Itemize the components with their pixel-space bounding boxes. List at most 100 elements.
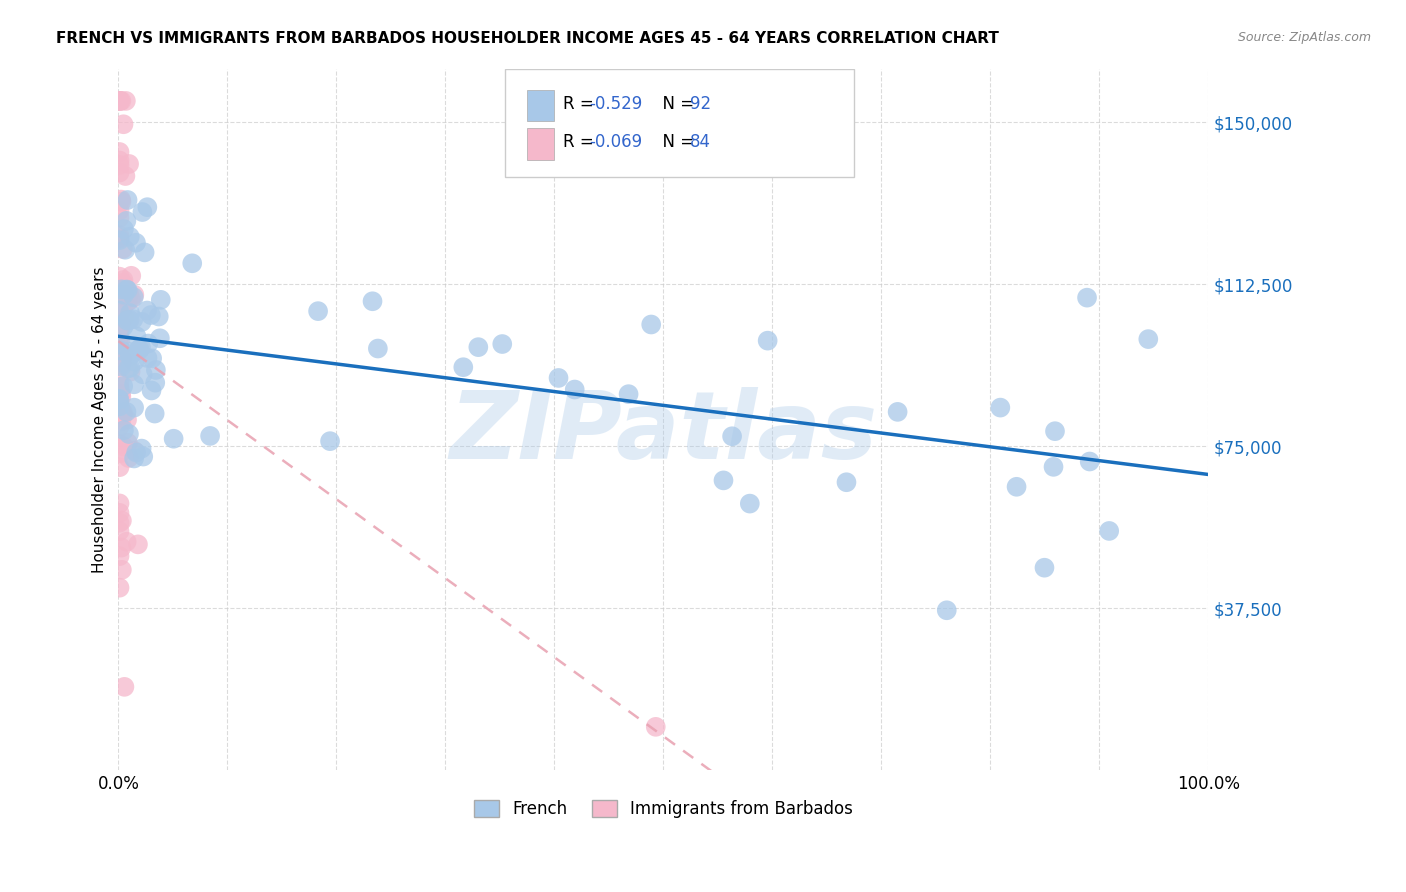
Point	[112, 310, 135, 325]
Point	[108, 402, 131, 417]
Point	[115, 413, 138, 427]
Point	[110, 318, 132, 332]
Point	[1078, 454, 1101, 468]
Point	[120, 293, 142, 307]
Point	[118, 157, 141, 171]
Point	[125, 235, 148, 250]
Point	[118, 349, 141, 363]
Point	[117, 283, 139, 297]
Point	[617, 387, 640, 401]
Text: R =: R =	[564, 133, 599, 151]
Point	[108, 329, 131, 343]
Point	[110, 356, 132, 370]
Point	[108, 228, 131, 243]
Point	[122, 401, 145, 415]
Point	[108, 284, 131, 298]
Point	[108, 392, 131, 406]
Point	[110, 414, 132, 428]
Point	[110, 281, 132, 295]
Point	[112, 440, 135, 454]
Point	[307, 304, 329, 318]
Point	[108, 398, 131, 412]
Point	[108, 94, 131, 108]
Point	[143, 376, 166, 390]
Point	[835, 475, 858, 490]
Point	[988, 401, 1011, 415]
Point	[108, 382, 131, 396]
Point	[128, 343, 150, 357]
Point	[108, 269, 131, 284]
Point	[120, 365, 142, 379]
Point	[110, 194, 132, 209]
Point	[128, 342, 150, 356]
Point	[112, 680, 135, 694]
Point	[1042, 459, 1064, 474]
Point	[110, 353, 132, 368]
Point	[112, 379, 135, 393]
Point	[108, 419, 131, 434]
Point	[110, 193, 132, 207]
Point	[108, 231, 131, 245]
Point	[112, 273, 135, 287]
Point	[149, 293, 172, 307]
Point	[108, 165, 131, 179]
Point	[756, 334, 779, 348]
Point	[115, 313, 138, 327]
Point	[108, 342, 131, 356]
Point	[713, 474, 735, 488]
Point	[112, 278, 135, 293]
Point	[117, 313, 139, 327]
Point	[129, 340, 152, 354]
Point	[115, 94, 138, 108]
Point	[110, 94, 132, 108]
Point	[108, 94, 131, 108]
Point	[110, 282, 132, 296]
Point	[108, 153, 131, 168]
Point	[738, 497, 761, 511]
Point	[111, 514, 134, 528]
Point	[111, 352, 134, 367]
Point	[111, 242, 134, 256]
Point	[108, 323, 131, 337]
Point	[112, 222, 135, 236]
Point	[367, 342, 389, 356]
Text: ZIPatlas: ZIPatlas	[450, 387, 877, 479]
Text: -0.529: -0.529	[589, 95, 643, 112]
Point	[114, 169, 136, 183]
Point	[124, 444, 146, 458]
Point	[162, 432, 184, 446]
Point	[110, 390, 132, 404]
Point	[141, 351, 163, 366]
Point	[148, 310, 170, 324]
Point	[118, 287, 141, 301]
Point	[112, 423, 135, 437]
Point	[117, 294, 139, 309]
Point	[114, 243, 136, 257]
Point	[108, 94, 131, 108]
Point	[131, 315, 153, 329]
Point	[122, 451, 145, 466]
FancyBboxPatch shape	[505, 69, 853, 178]
Text: -0.069: -0.069	[589, 133, 643, 151]
Point	[108, 446, 131, 460]
Point	[117, 435, 139, 450]
Point	[108, 233, 131, 247]
Point	[108, 376, 131, 390]
Point	[132, 368, 155, 382]
Point	[131, 205, 153, 219]
Point	[1098, 524, 1121, 538]
Point	[564, 383, 586, 397]
Point	[108, 524, 131, 539]
Point	[108, 437, 131, 451]
Point	[112, 348, 135, 362]
Point	[721, 429, 744, 443]
Point	[110, 386, 132, 401]
Point	[125, 329, 148, 343]
Point	[111, 409, 134, 423]
Point	[120, 360, 142, 375]
Point	[1033, 560, 1056, 574]
Point	[198, 429, 221, 443]
Point	[108, 158, 131, 172]
Legend: French, Immigrants from Barbados: French, Immigrants from Barbados	[467, 793, 860, 825]
Point	[131, 442, 153, 456]
